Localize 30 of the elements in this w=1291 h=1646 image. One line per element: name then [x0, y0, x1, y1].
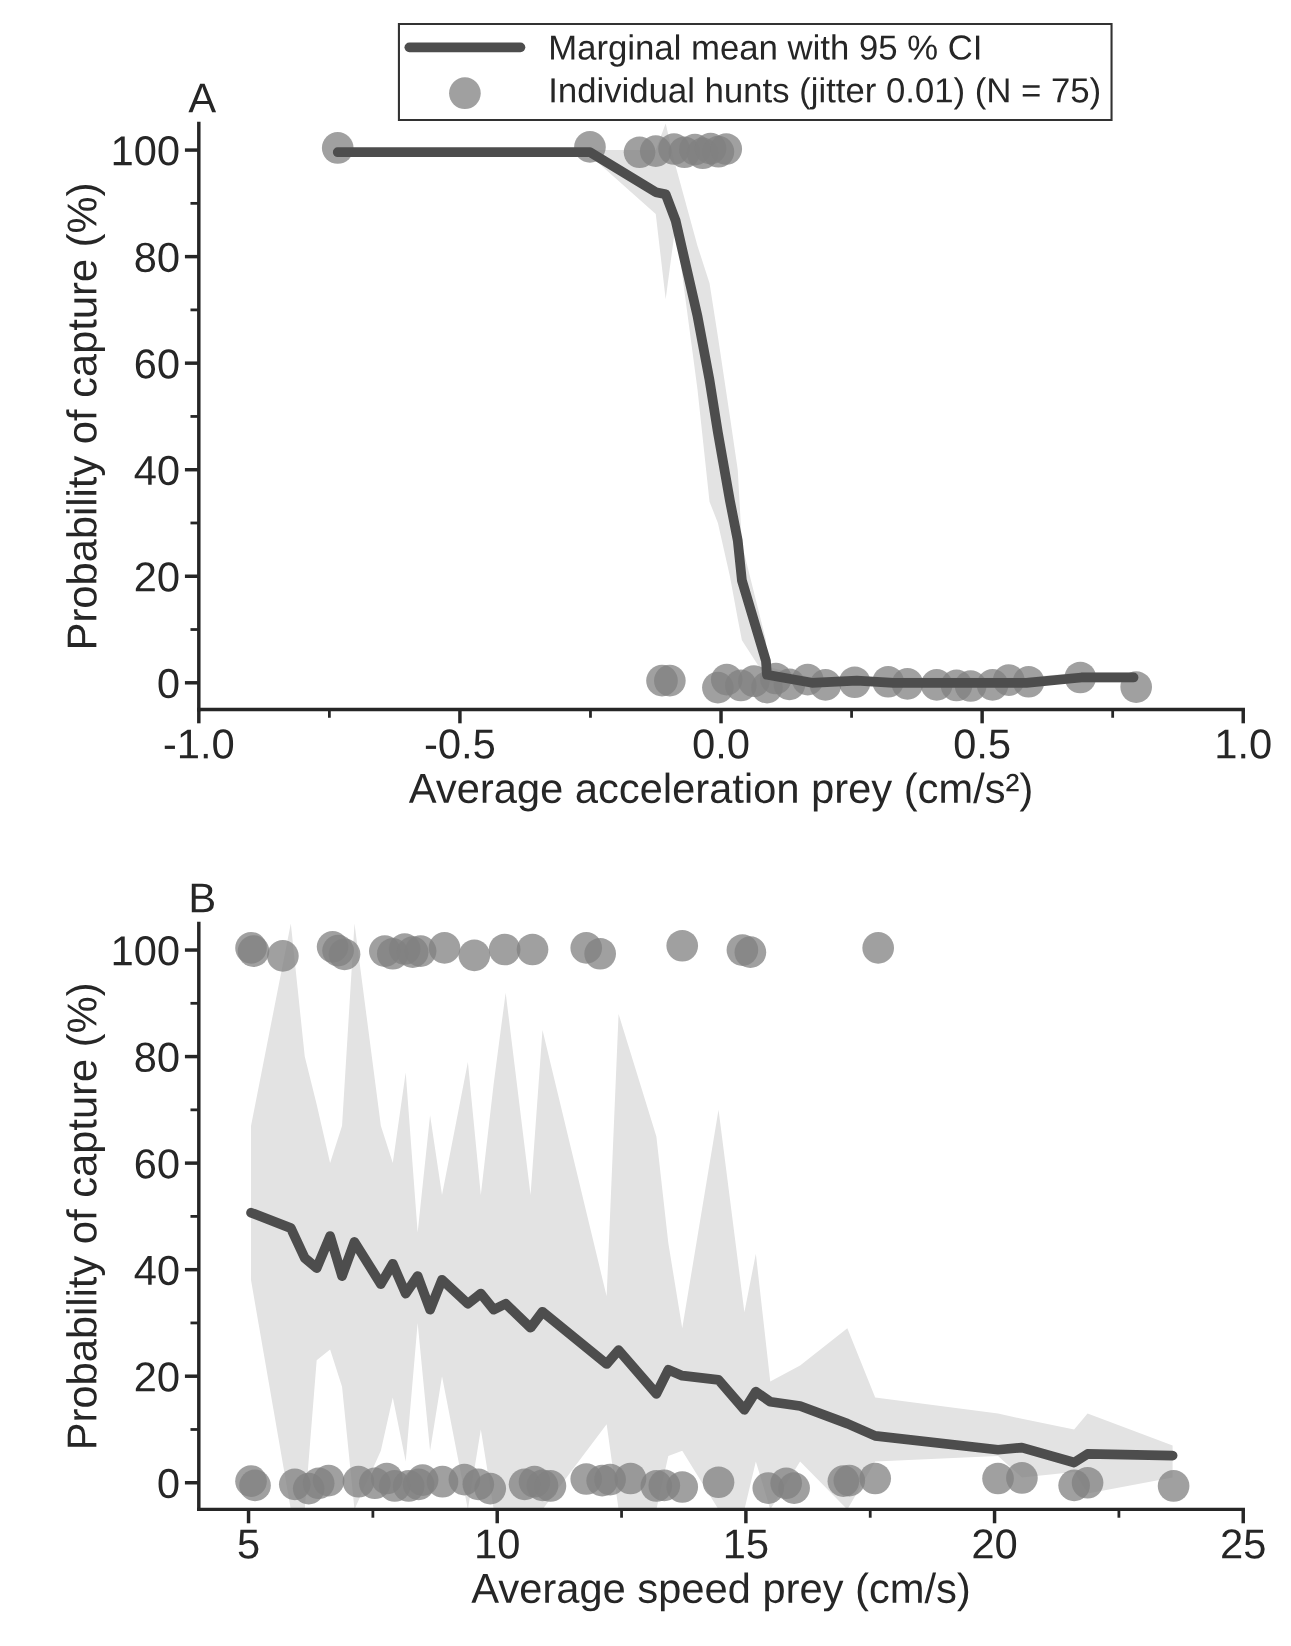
y-tick-label: 100	[113, 936, 179, 966]
chart-title: A	[188, 83, 217, 113]
y-tick-label: 40	[134, 455, 179, 486]
x-axis-title: Average acceleration prey (cm/s²)	[408, 772, 1031, 812]
x-tick-label: 10	[477, 1529, 519, 1559]
x-tick-label: -1.0	[164, 729, 234, 759]
y-tick-label: 100	[113, 136, 179, 166]
y-axis-title: Probability of capture (%)	[66, 185, 105, 647]
y-tick-label: 60	[135, 1149, 179, 1179]
x-tick-label: 20	[973, 1529, 1017, 1559]
y-tick-label: 80	[135, 1042, 179, 1073]
x-tick-label: 15	[725, 1529, 768, 1559]
x-tick-label: -0.5	[425, 729, 495, 759]
y-tick-label: 20	[135, 1362, 179, 1392]
y-tick-label: 20	[135, 562, 179, 592]
legend-label: Individual hunts (jitter 0.01) (N = 75)	[551, 77, 1100, 110]
y-tick-label: 60	[135, 349, 179, 379]
x-tick-label: 0.5	[954, 729, 1010, 759]
x-tick-label: 5	[238, 1529, 259, 1559]
legend-label: Marginal mean with 95 % CI	[551, 34, 980, 67]
y-axis-title: Probability of capture (%)	[66, 985, 105, 1447]
chart-title: B	[191, 883, 214, 913]
y-tick-label: 0	[158, 1468, 179, 1499]
x-tick-label: 0.0	[693, 729, 749, 759]
y-tick-label: 40	[134, 1255, 179, 1286]
x-axis-title: Average speed prey (cm/s)	[471, 1572, 969, 1612]
y-tick-label: 0	[158, 668, 179, 699]
y-tick-label: 80	[135, 242, 179, 273]
x-tick-label: 1.0	[1217, 729, 1271, 759]
x-tick-label: 25	[1222, 1529, 1265, 1559]
